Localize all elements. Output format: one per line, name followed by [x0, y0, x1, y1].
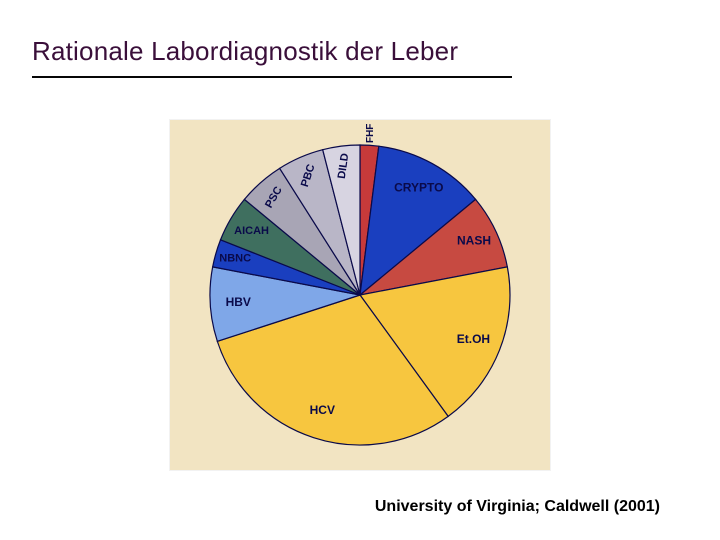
source-citation: University of Virginia; Caldwell (2001) [375, 498, 660, 516]
pie-label-nbnc: NBNC [219, 253, 251, 265]
pie-label-hbv: HBV [226, 295, 251, 309]
pie-chart-card: FHFCRYPTONASHEt.OHHCVHBVNBNCAICAHPSCPBCD… [170, 120, 550, 470]
title-underline [32, 76, 512, 78]
pie-label-aicah: AICAH [234, 225, 269, 237]
pie-label-nash: NASH [457, 234, 491, 248]
page-title: Rationale Labordiagnostik der Leber [32, 36, 458, 67]
pie-chart: FHFCRYPTONASHEt.OHHCVHBVNBNCAICAHPSCPBCD… [170, 120, 550, 470]
pie-label-hcv: HCV [310, 403, 335, 417]
slide: Rationale Labordiagnostik der Leber FHF C… [0, 0, 720, 540]
pie-slices [210, 145, 510, 445]
pie-label-fhf: FHF [365, 124, 376, 143]
pie-label-crypto: CRYPTO [394, 180, 443, 194]
pie-label-etoh: Et.OH [457, 332, 490, 346]
